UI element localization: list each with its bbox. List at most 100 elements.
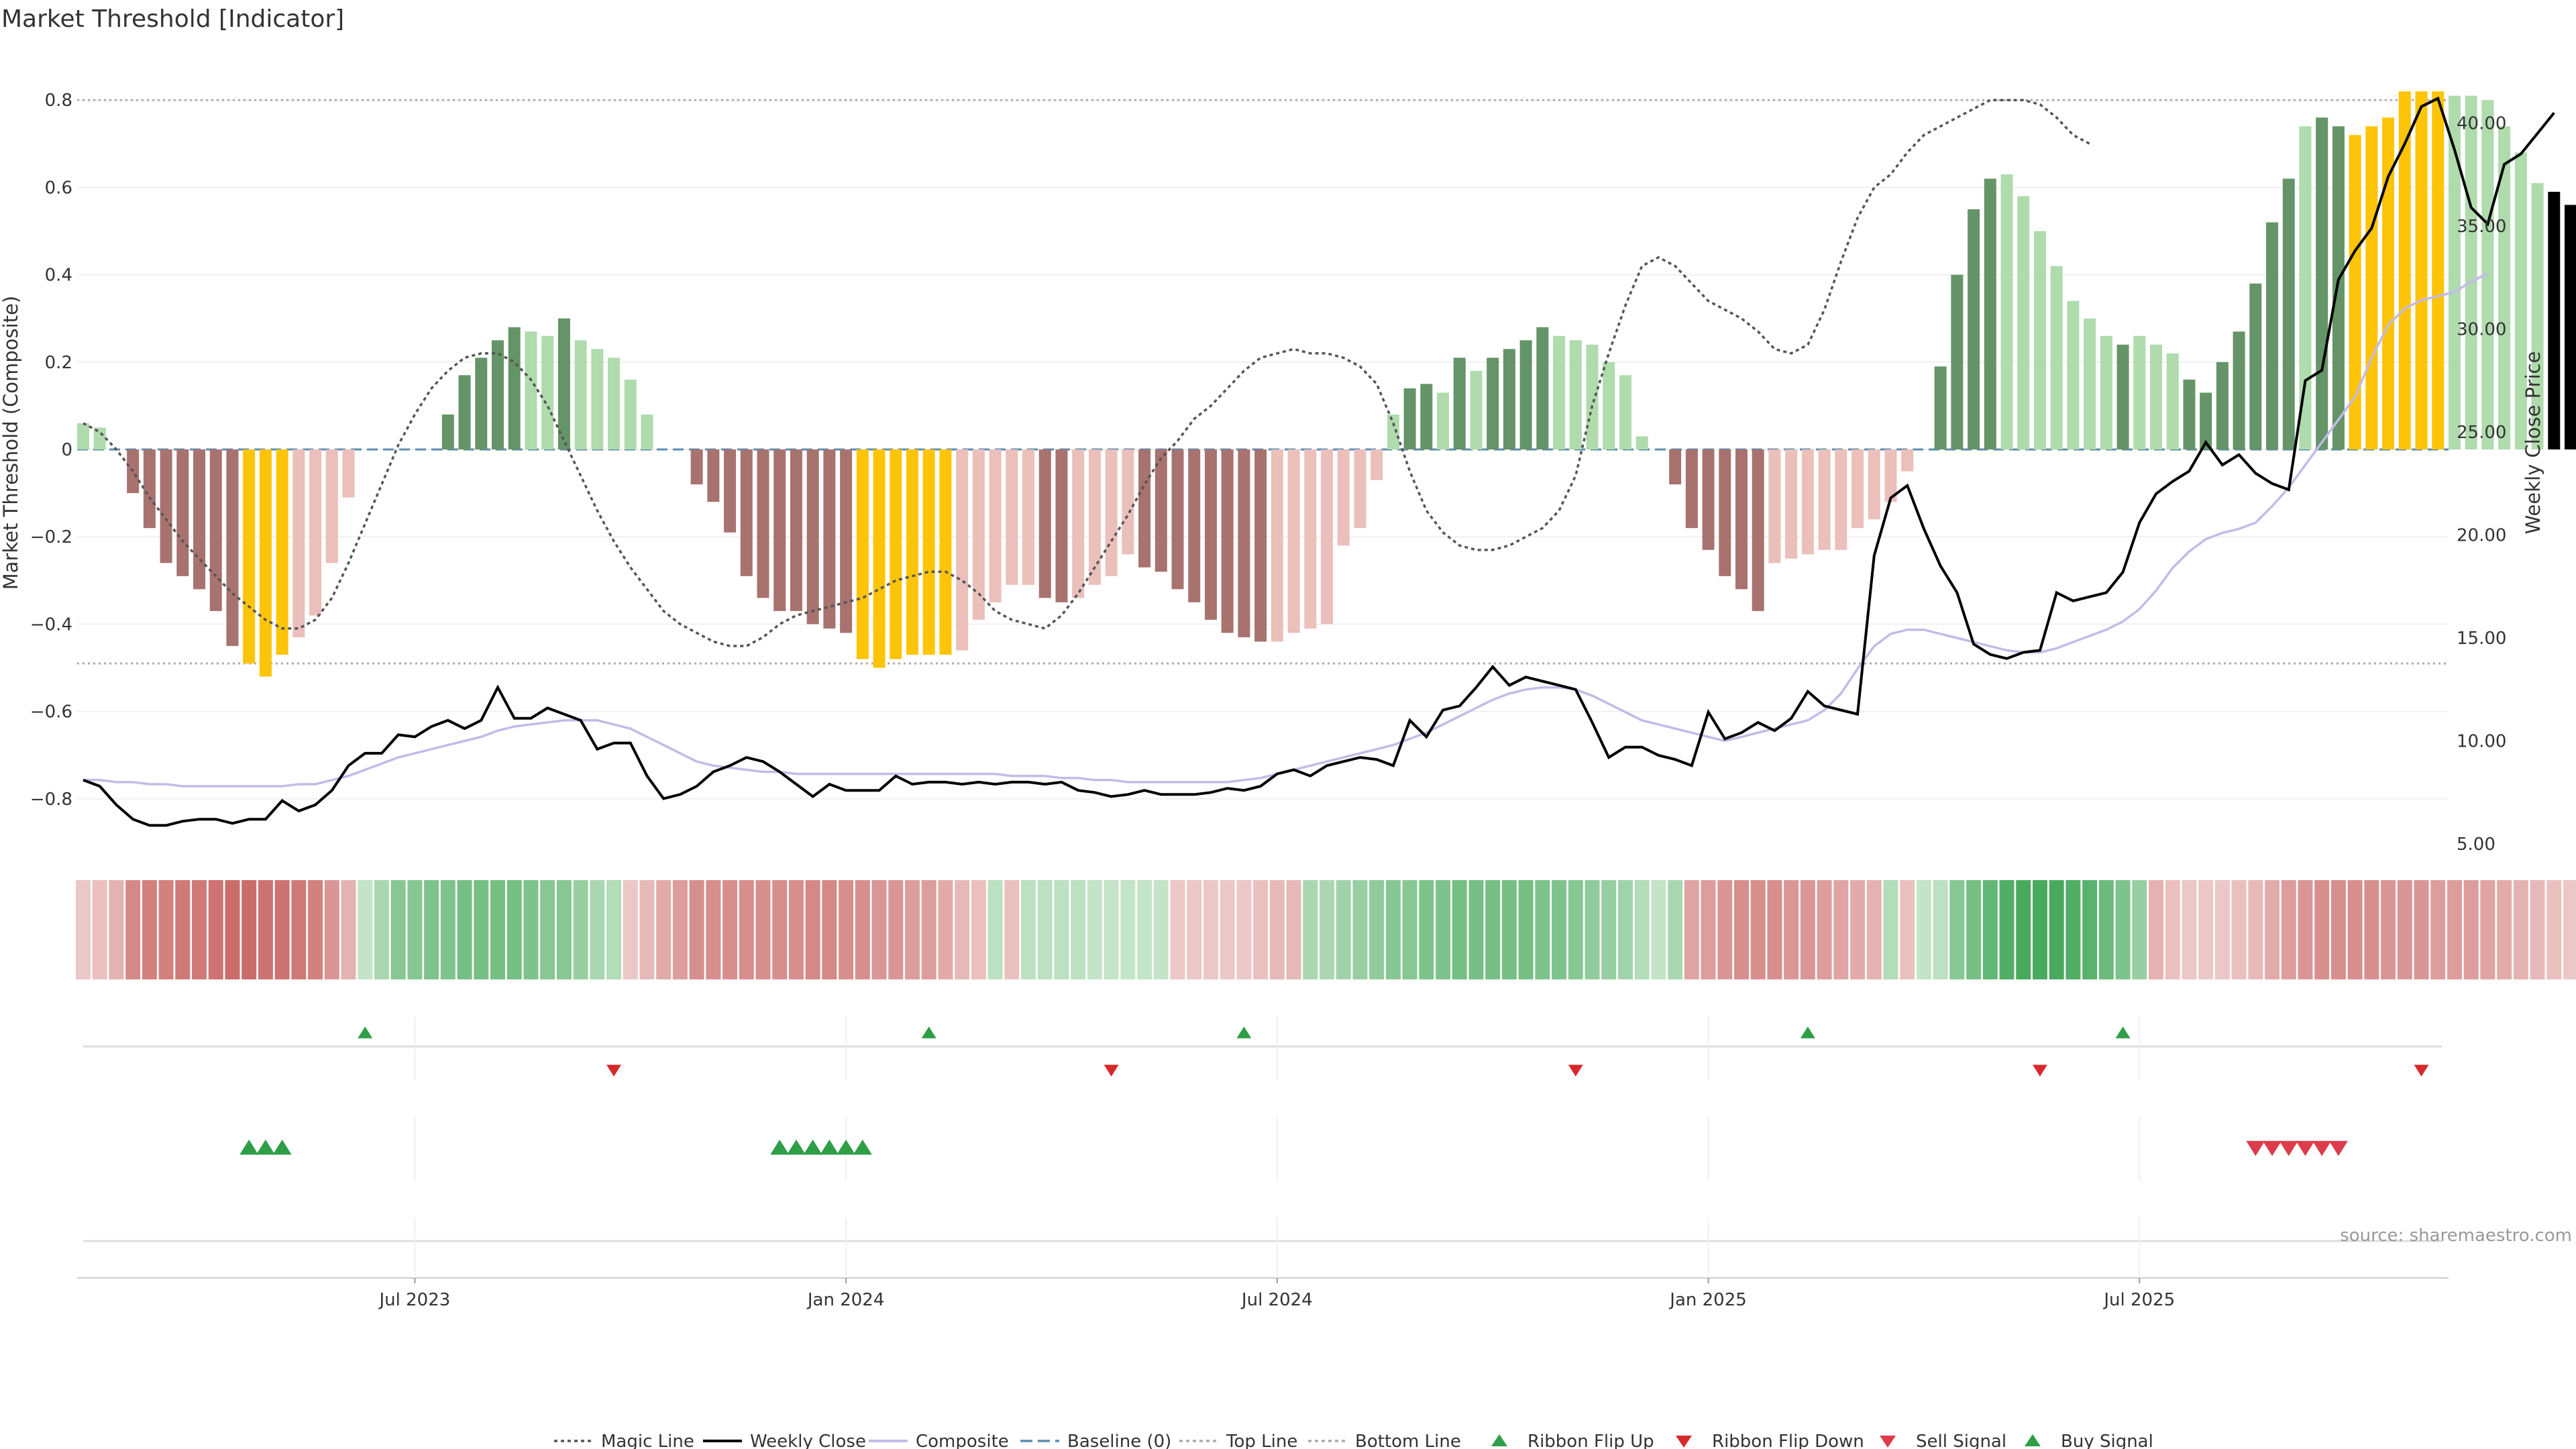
threshold-bar	[2266, 222, 2279, 449]
right-tick-label: 5.00	[2457, 835, 2496, 855]
ribbon-cell	[2463, 880, 2479, 979]
ribbon-cell	[407, 880, 423, 979]
threshold-bar	[1519, 340, 1532, 449]
ribbon-cell	[1071, 880, 1086, 979]
buy-signal-marker	[770, 1139, 790, 1155]
threshold-bar	[2349, 135, 2361, 449]
ribbon-cell	[2115, 880, 2131, 979]
ribbon-flip-down-marker	[606, 1065, 622, 1077]
threshold-bar	[1768, 449, 1781, 564]
threshold-bar	[2514, 152, 2527, 449]
ribbon-cell	[1651, 880, 1666, 979]
threshold-bar	[1188, 449, 1201, 602]
threshold-bar	[77, 423, 89, 449]
ribbon-cell	[1220, 880, 1235, 979]
threshold-bar	[1801, 449, 1814, 555]
ribbon-cell	[1352, 880, 1368, 979]
threshold-bar	[2084, 318, 2096, 449]
ribbon-cell	[1916, 880, 1931, 979]
ribbon-cell	[1087, 880, 1102, 979]
ribbon-cell	[2016, 880, 2031, 979]
buy-signal-marker	[837, 1139, 856, 1155]
ribbon-cell	[192, 880, 207, 979]
ribbon-cell	[2265, 880, 2280, 979]
threshold-bar	[1006, 449, 1018, 585]
ribbon-cell	[490, 880, 505, 979]
threshold-bar	[93, 427, 106, 449]
threshold-bar	[1420, 384, 1433, 449]
ribbon-cell	[1236, 880, 1252, 979]
threshold-bar	[1487, 358, 1499, 449]
ribbon-cell	[2480, 880, 2496, 979]
threshold-bar	[873, 449, 885, 668]
legend-item: Buy Signal	[2025, 1432, 2153, 1449]
ribbon-cell	[1303, 880, 1318, 979]
right-tick-label: 25.00	[2457, 423, 2506, 443]
ribbon-cell	[1187, 880, 1202, 979]
ribbon-cell	[158, 880, 174, 979]
ribbon-flip-down-marker	[2414, 1065, 2429, 1077]
threshold-bar	[939, 449, 952, 655]
threshold-bar	[2481, 100, 2494, 449]
threshold-bar	[2415, 91, 2428, 449]
threshold-bar	[1122, 449, 1134, 555]
threshold-bar	[2316, 117, 2328, 450]
threshold-bar	[2067, 301, 2080, 449]
legend-label: Ribbon Flip Down	[1712, 1432, 1864, 1449]
ribbon-flip-down-marker	[1568, 1065, 1583, 1077]
ribbon-cell	[1717, 880, 1733, 979]
threshold-bar	[2365, 126, 2378, 449]
threshold-bar	[2548, 191, 2561, 449]
ribbon-cell	[1320, 880, 1334, 979]
ribbon-cell	[1535, 880, 1550, 979]
threshold-bar	[276, 449, 288, 655]
threshold-bar	[1586, 344, 1599, 449]
threshold-bar	[1752, 449, 1764, 611]
threshold-bar	[624, 379, 637, 449]
buy-signal-marker	[239, 1139, 259, 1155]
ribbon-cell	[142, 880, 157, 979]
ribbon-cell	[1518, 880, 1534, 979]
threshold-bar	[458, 375, 471, 449]
threshold-bar	[1735, 449, 1748, 590]
ribbon-cell	[506, 880, 522, 979]
threshold-bar	[2531, 182, 2544, 449]
ribbon-cell	[739, 880, 754, 979]
ribbon-cell	[2198, 880, 2214, 979]
ribbon-cell	[175, 880, 191, 979]
threshold-bar	[1088, 449, 1101, 585]
ribbon-flip-up-marker	[1236, 1026, 1252, 1038]
threshold-bar	[1354, 449, 1366, 529]
threshold-bar	[890, 449, 902, 659]
ribbon-cell	[839, 880, 854, 979]
left-axis: 0.8 0.6 0.4 0.2 0 −0.2 −0.4 −0.6 −0.8	[30, 91, 72, 810]
legend-label: Ribbon Flip Up	[1527, 1432, 1654, 1449]
ribbon-cell	[1369, 880, 1385, 979]
sell-signal-marker	[2328, 1140, 2348, 1157]
threshold-bar	[243, 449, 256, 663]
legend-item: Magic Line	[554, 1432, 694, 1449]
ribbon-cell	[1153, 880, 1169, 979]
ribbon-cell	[341, 880, 356, 979]
x-tick-label: Jul 2024	[1240, 1290, 1313, 1310]
buy-signal-marker	[256, 1139, 275, 1155]
sell-signal-marker	[2246, 1140, 2265, 1157]
ribbon-cell	[772, 880, 788, 979]
legend-label: Bottom Line	[1355, 1432, 1461, 1449]
left-axis-label: Market Threshold (Composite)	[0, 296, 22, 590]
threshold-bar	[2116, 344, 2129, 449]
ribbon-cell	[1900, 880, 1915, 979]
chart-title: Market Threshold [Indicator]	[1, 5, 344, 33]
threshold-bar	[1702, 449, 1715, 550]
ribbon-cell	[656, 880, 672, 979]
threshold-bar	[906, 449, 918, 655]
ribbon-cell	[2132, 880, 2147, 979]
threshold-bar	[641, 414, 653, 449]
threshold-bar	[2133, 335, 2146, 449]
ribbon-cell	[1021, 880, 1036, 979]
left-tick-label: 0.8	[45, 91, 72, 111]
threshold-bar	[492, 340, 504, 449]
ribbon-cell	[1336, 880, 1351, 979]
ribbon-flip-up-marker	[358, 1026, 373, 1038]
series-lines	[83, 96, 2555, 827]
